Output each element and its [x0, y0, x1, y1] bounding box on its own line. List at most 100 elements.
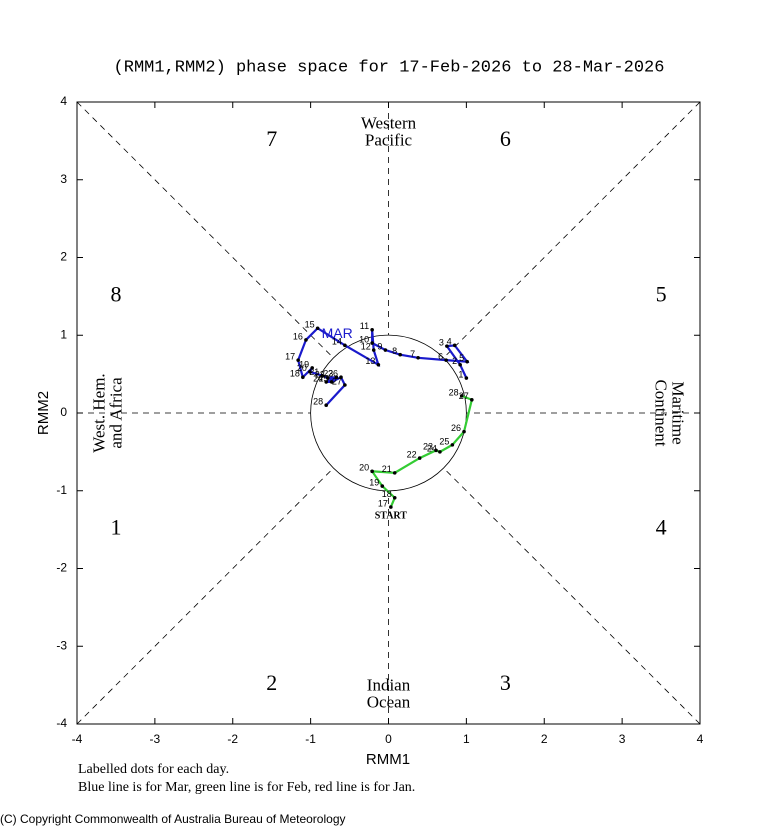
- day-dot: [371, 348, 376, 352]
- y-tick-label: 2: [60, 250, 67, 264]
- region-label: Maritime: [669, 381, 688, 444]
- note: Labelled dots for each day.: [78, 762, 229, 777]
- day-dot: [325, 376, 330, 380]
- y-tick-label: -2: [56, 561, 67, 575]
- day-label: 23: [323, 369, 333, 379]
- day-dot: [438, 450, 442, 454]
- day-label: 9: [377, 341, 382, 351]
- day-dot: [417, 456, 422, 460]
- day-label: 20: [359, 463, 369, 473]
- day-dot: [343, 383, 347, 387]
- day-dot: [465, 359, 469, 364]
- day-dot: [464, 376, 469, 380]
- day-dot: [296, 358, 300, 362]
- x-tick-label: 2: [541, 732, 548, 746]
- x-axis-label: RMM1: [366, 751, 410, 768]
- region-label: Western: [361, 113, 417, 132]
- day-dot: [389, 505, 393, 509]
- y-tick-label: -3: [56, 638, 67, 652]
- region-label: Continent: [652, 379, 671, 446]
- day-dot: [462, 429, 466, 434]
- phase-label: 4: [656, 515, 667, 540]
- day-dot: [416, 355, 420, 360]
- day-label: 24: [427, 443, 437, 453]
- y-tick-label: -4: [56, 716, 67, 730]
- day-label: 17: [285, 352, 295, 362]
- note: Blue line is for Mar, green line is for …: [78, 780, 415, 795]
- y-tick-label: 3: [60, 172, 67, 186]
- day-label: 14: [332, 337, 342, 347]
- phase-label: 2: [266, 670, 277, 695]
- x-tick-label: 0: [385, 732, 392, 746]
- day-dot: [383, 348, 388, 352]
- phase-label: 5: [656, 281, 667, 306]
- day-dot: [392, 471, 397, 475]
- day-label: 22: [407, 449, 417, 459]
- phase-label: 7: [266, 126, 277, 151]
- chart-title: (RMM1,RMM2) phase space for 17-Feb-2026 …: [114, 58, 665, 77]
- day-label: 4: [447, 337, 452, 347]
- day-label: 27: [332, 376, 342, 386]
- region-label: Ocean: [367, 692, 411, 711]
- day-label: 21: [309, 367, 319, 377]
- day-dot: [301, 375, 305, 380]
- day-label: 6: [438, 352, 443, 362]
- day-label: 5: [459, 353, 464, 363]
- day-label: 21: [382, 464, 392, 474]
- day-dot: [370, 341, 374, 345]
- trajectory: [369, 394, 474, 508]
- day-label: 28: [449, 387, 459, 397]
- x-tick-label: 1: [463, 732, 470, 746]
- day-label: 8: [392, 346, 397, 356]
- day-label: 18: [382, 489, 392, 499]
- month-label: MAR: [322, 325, 353, 341]
- day-label: 28: [313, 397, 323, 407]
- day-dot: [329, 380, 334, 384]
- day-dot: [445, 344, 449, 348]
- phase-label: 3: [500, 670, 511, 695]
- day-dot: [304, 338, 308, 342]
- x-tick-label: 3: [619, 732, 626, 746]
- day-label: 20: [297, 363, 307, 373]
- day-label: 23: [423, 442, 433, 452]
- day-dot: [458, 362, 462, 367]
- x-tick-label: -1: [305, 732, 316, 746]
- copyright: (C) Copyright Commonwealth of Australia …: [0, 812, 346, 826]
- x-tick-label: -4: [72, 732, 83, 746]
- day-label: 25: [439, 436, 449, 446]
- day-dot: [370, 328, 374, 332]
- phase-label: 1: [110, 515, 121, 540]
- day-dot: [315, 326, 320, 331]
- day-label: 1: [458, 369, 463, 379]
- day-label: 13: [365, 356, 375, 366]
- trajectory: [297, 326, 470, 406]
- day-label: 3: [439, 338, 444, 348]
- day-dot: [444, 358, 448, 362]
- x-tick-label: -2: [227, 732, 238, 746]
- day-label: 16: [293, 331, 303, 341]
- y-tick-label: -1: [56, 483, 67, 497]
- day-label: 19: [369, 477, 379, 487]
- day-label: 26: [328, 369, 338, 379]
- day-dot: [392, 495, 397, 500]
- y-tick-label: 4: [60, 94, 67, 108]
- day-label: 22: [315, 369, 325, 379]
- day-label: 7: [410, 349, 415, 359]
- guide-line: [76, 467, 334, 725]
- day-label: 18: [290, 369, 300, 379]
- day-dot: [334, 375, 339, 380]
- day-label: 2: [452, 356, 457, 366]
- region-label: Pacific: [365, 130, 413, 149]
- y-tick-label: 0: [60, 405, 67, 419]
- day-label: 19: [299, 359, 309, 369]
- guide-line: [76, 101, 334, 359]
- day-dot: [310, 366, 314, 370]
- day-label: 11: [360, 321, 369, 331]
- day-label: 25: [319, 373, 329, 383]
- day-dot: [376, 362, 381, 367]
- day-dot: [324, 403, 329, 408]
- day-dot: [320, 373, 325, 378]
- day-dot: [452, 343, 457, 348]
- day-label: 17: [378, 498, 388, 508]
